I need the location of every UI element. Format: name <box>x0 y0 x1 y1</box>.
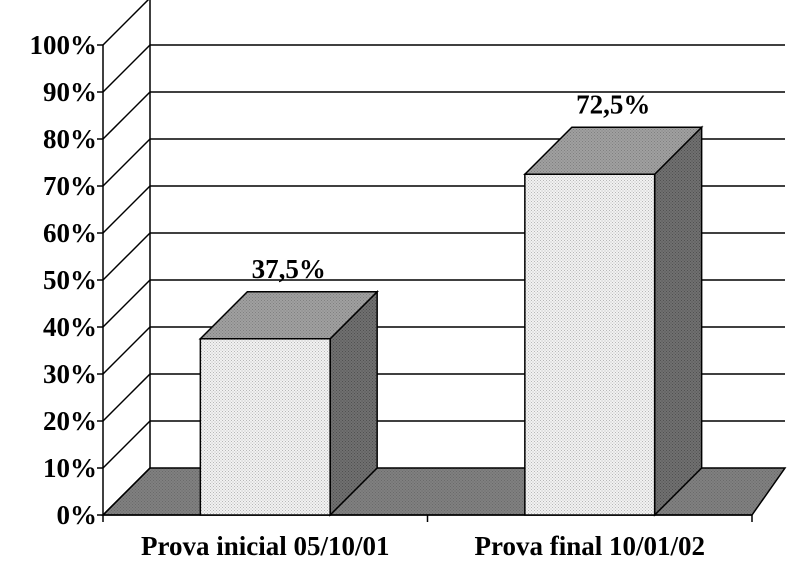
bar <box>199 338 331 516</box>
data-label: 37,5% <box>252 254 326 284</box>
data-label: 72,5% <box>576 89 650 119</box>
y-tick-label: 90% <box>43 77 97 107</box>
gridline-side <box>102 232 151 281</box>
category-label: Prova inicial 05/10/01 <box>141 531 390 561</box>
y-tick-label: 0% <box>57 500 98 530</box>
bar-side <box>653 125 703 517</box>
y-tick-label: 50% <box>43 265 97 295</box>
gridline-side <box>102 44 151 93</box>
y-tick-label: 30% <box>43 359 97 389</box>
gridline-side <box>102 0 150 46</box>
gridline-side <box>102 279 151 328</box>
category-label: Prova final 10/01/02 <box>474 531 705 561</box>
gridline-side <box>102 373 151 422</box>
y-tick-label: 10% <box>43 453 97 483</box>
y-tick-label: 20% <box>43 406 97 436</box>
y-tick-label: 100% <box>30 30 98 60</box>
y-tick-label: 70% <box>43 171 97 201</box>
y-tick-label: 80% <box>43 124 97 154</box>
gridline-side <box>102 185 151 234</box>
gridline-side <box>102 326 151 375</box>
y-tick-label: 40% <box>43 312 97 342</box>
y-tick-label: 60% <box>43 218 97 248</box>
gridline-side <box>102 420 151 469</box>
gridline-side <box>102 138 151 187</box>
bar <box>524 173 656 516</box>
gridline-side <box>102 467 151 516</box>
gridline-side <box>102 91 151 140</box>
